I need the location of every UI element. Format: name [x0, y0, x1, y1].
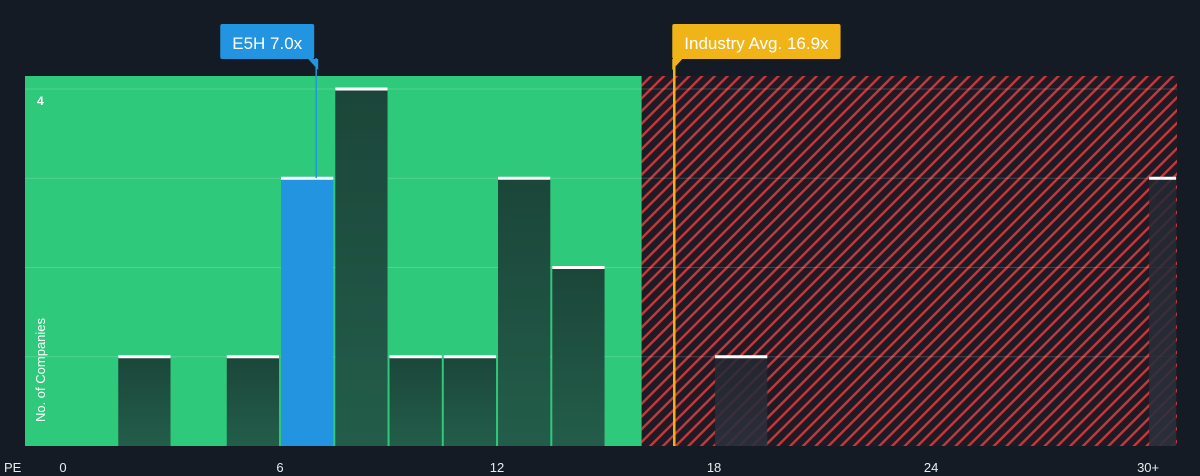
- x-tick-label: 0: [59, 460, 66, 475]
- bar-highlight: [281, 178, 334, 446]
- company-marker: E5H 7.0x: [220, 24, 319, 179]
- x-tick-label: 6: [276, 460, 283, 475]
- x-tick-label: 18: [707, 460, 721, 475]
- bar-top: [1149, 176, 1177, 180]
- industry-marker: Industry Avg. 16.9x: [672, 24, 841, 446]
- bar: [715, 356, 768, 446]
- industry-label-box: [672, 24, 841, 59]
- bar: [498, 178, 551, 446]
- y-axis-ticks: 4: [37, 94, 44, 108]
- x-axis-label: PE: [4, 460, 22, 475]
- x-tick-label: 30+: [1137, 460, 1159, 475]
- bar: [552, 267, 605, 446]
- bar-top: [498, 176, 551, 180]
- value-markers: E5H 7.0x Industry Avg. 16.9x: [220, 24, 841, 446]
- bar-top: [335, 87, 388, 91]
- bar: [226, 356, 280, 446]
- x-tick-label: 24: [924, 460, 938, 475]
- company-label: E5H 7.0x: [232, 34, 302, 53]
- bar-top: [443, 355, 497, 359]
- bar: [335, 89, 388, 446]
- bar: [389, 356, 442, 446]
- company-label-box: [220, 24, 315, 59]
- bar: [443, 356, 497, 446]
- bar-top: [389, 355, 442, 359]
- bar-top: [715, 355, 768, 359]
- bar-top: [552, 266, 605, 269]
- x-tick-label: 12: [490, 460, 504, 475]
- y-axis-label: No. of Companies: [33, 317, 48, 422]
- bar-top: [281, 176, 334, 180]
- industry-label-pointer: [672, 59, 683, 70]
- bar: [1149, 178, 1177, 446]
- bar-top: [118, 355, 171, 359]
- bar-top: [226, 355, 280, 359]
- histogram-bars: [118, 87, 1177, 446]
- y-tick-label: 4: [37, 94, 44, 108]
- company-label-pointer: [308, 59, 319, 70]
- industry-label: Industry Avg. 16.9x: [684, 34, 829, 53]
- x-axis-ticks: 0 6 12 18 24 30+: [59, 460, 1159, 475]
- bar: [118, 356, 171, 446]
